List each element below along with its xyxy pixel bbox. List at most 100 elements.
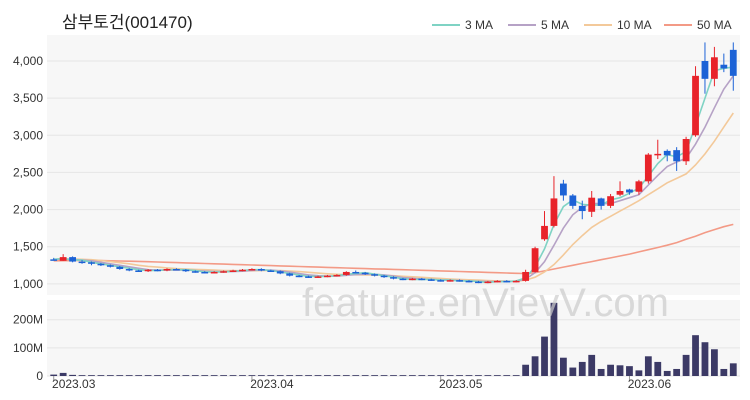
volume-bar [711,349,718,376]
line-ma50 [53,223,734,275]
volume-bar [597,368,605,376]
volume-bar [276,375,284,376]
candle-body [711,57,718,79]
candle-body [644,154,652,182]
volume-bar [182,375,190,376]
candle-body [729,49,737,76]
candle-body [361,272,369,275]
candle-body [616,191,624,195]
y-tick-label-1: 1,500 [13,240,43,254]
volume-bar [305,375,312,376]
y-tick-label-6: 4,000 [13,54,43,68]
candle-body [484,281,492,284]
candle-body [380,275,388,278]
volume-bar [229,375,237,376]
volume-bar [503,375,511,376]
x-tick-label-0: 2023.03 [52,377,96,391]
volume-bar [371,375,379,376]
volume-bar [220,375,228,376]
volume-bar [125,375,133,376]
volume-bar [106,375,114,376]
volume-bar [626,366,633,376]
volume-bar [531,356,539,376]
candle-body [116,266,124,269]
volume-bar [333,375,341,376]
volume-bar [50,374,58,376]
y-tick-label-3: 2,500 [13,165,43,179]
volume-bar [437,375,445,376]
legend-label-3ma: 3 MA [465,18,493,32]
volume-bar [78,375,86,376]
candle-body [191,271,199,273]
y-tick-label-5: 3,500 [13,91,43,105]
volume-bar [163,375,171,376]
candles [50,42,737,284]
volume-tick-label-0: 0 [36,369,43,383]
candle-body [267,270,275,272]
candle-body [69,257,76,262]
volume-bar [201,375,209,376]
price-axis-ticks: 1,000 1,500 2,000 2,500 3,000 3,500 4,000 [13,54,43,291]
volume-bar [144,375,152,376]
volume-bar [380,375,388,376]
volume-bar [173,375,180,376]
volume-bar [267,375,275,376]
volume-bar [418,375,426,376]
volume-bar [390,375,397,376]
candle-body [59,257,67,261]
candle-body [239,269,246,272]
candle-body [673,150,681,162]
y-tick-label-0: 1,000 [13,277,43,291]
volume-bar [701,342,709,376]
volume-bar [465,375,473,376]
candle-body [522,271,530,281]
volume-bar [427,375,435,376]
candle-body [324,275,331,278]
legend: 3 MA 5 MA 10 MA 50 MA [432,18,732,32]
volume-bar [456,375,463,376]
volume-bar [616,365,624,376]
volume-bar [635,370,643,376]
volume-plot-area [47,300,740,376]
volume-bar [324,375,331,376]
candle-body [503,280,511,283]
candle-body [437,280,445,282]
volume-bar [361,375,369,376]
candle-body [210,271,218,274]
candle-body [342,271,350,275]
candle-body [163,269,171,271]
candle-body [371,274,379,276]
volume-bar [512,375,520,376]
candle-body [493,280,501,283]
volume-bar [399,375,407,376]
candle-body [578,205,586,212]
candle-body [465,280,473,283]
legend-label-10ma: 10 MA [617,18,652,32]
volume-bar [682,354,690,376]
candle-body [701,61,709,79]
volume-bar [729,363,737,376]
volume-bar [484,375,492,376]
volume-bar [607,364,614,376]
candle-body [626,189,633,193]
candle-body [569,195,577,206]
candle-body [78,261,86,264]
candle-body [427,279,435,281]
candle-body [512,280,520,283]
volume-bar [673,368,681,376]
volume-bar [541,336,548,376]
candle-body [182,269,190,272]
candle-body [531,248,539,272]
candle-body [106,265,114,267]
candle-body [173,269,180,271]
candle-body [446,280,454,282]
candle-body [50,259,58,261]
candle-body [475,281,482,284]
x-tick-label-3: 2023.06 [628,377,672,391]
legend-label-50ma: 50 MA [697,18,732,32]
volume-bar [97,375,105,376]
candle-body [144,269,152,272]
candle-body [399,278,407,281]
volume-bar [493,375,501,376]
volume-bar [559,357,567,376]
